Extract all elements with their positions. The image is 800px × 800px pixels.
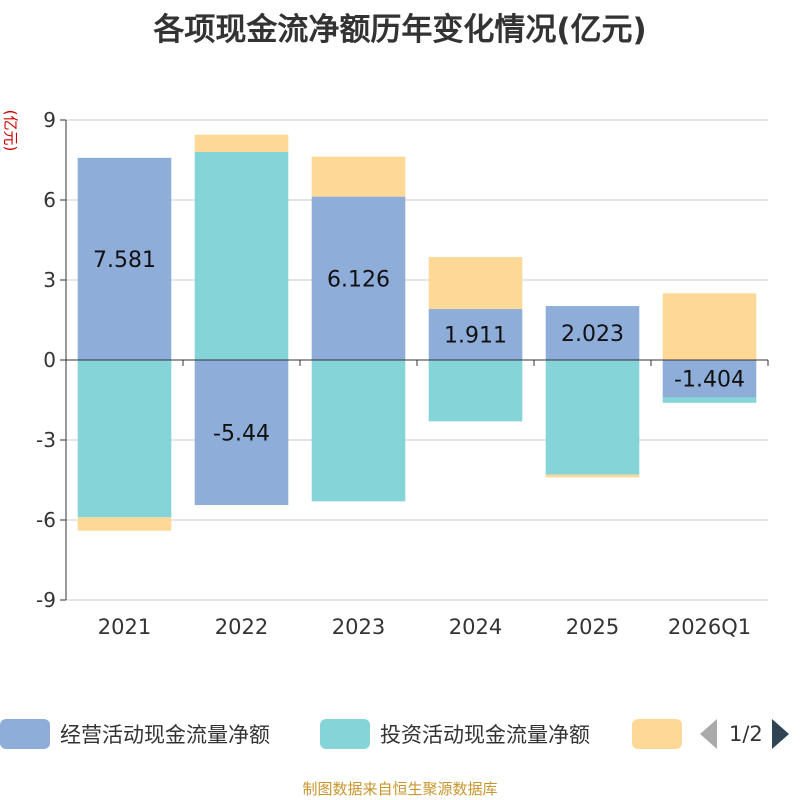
y-tick-label: 3: [43, 268, 56, 292]
y-tick-label: -3: [36, 428, 56, 452]
y-tick-label: 9: [43, 108, 56, 132]
data-label: 1.911: [444, 324, 507, 349]
x-category-label: 2025: [566, 615, 619, 639]
legend-item-investing[interactable]: 投资活动现金流量净额: [320, 716, 590, 752]
x-category-label: 2024: [449, 615, 502, 639]
bar-series2-2023: [311, 156, 406, 197]
x-category-label: 2026Q1: [668, 615, 751, 639]
legend-prev-page-icon[interactable]: [700, 719, 717, 749]
legend-swatch-financing: [632, 719, 682, 749]
legend: 经营活动现金流量净额 投资活动现金流量净额 1/2: [0, 716, 800, 756]
y-tick-label: 0: [43, 348, 56, 372]
y-tick-label: -6: [36, 508, 56, 532]
bar-series0-2023: [311, 196, 406, 360]
bar-series2-2022: [194, 134, 289, 152]
legend-item-financing[interactable]: [632, 716, 682, 752]
legend-swatch-operating: [0, 719, 50, 749]
legend-swatch-investing: [320, 719, 370, 749]
bar-series1-2022: [194, 152, 289, 360]
bar-series0-2025: [545, 306, 640, 360]
data-label: 6.126: [327, 267, 390, 292]
data-source-note: 制图数据来自恒生聚源数据库: [302, 780, 498, 798]
bar-series1-2024: [428, 360, 523, 422]
legend-page-indicator: 1/2: [729, 722, 763, 746]
data-label: 7.581: [93, 248, 156, 273]
bar-series0-2024: [428, 309, 523, 360]
bar-series2-2021: [77, 517, 172, 531]
x-category-label: 2023: [332, 615, 385, 639]
y-tick-label: -9: [36, 588, 56, 612]
data-label: -5.44: [213, 422, 270, 447]
bar-series2-2026Q1: [662, 293, 757, 360]
bar-series1-2021: [77, 360, 172, 518]
x-category-label: 2022: [215, 615, 268, 639]
legend-label-investing: 投资活动现金流量净额: [380, 723, 590, 747]
bar-series0-2026Q1: [662, 360, 757, 398]
legend-item-operating[interactable]: 经营活动现金流量净额: [0, 716, 270, 752]
data-label: 2.023: [561, 322, 624, 347]
bar-series1-2025: [545, 360, 640, 475]
data-label: -1.404: [674, 368, 745, 393]
bar-series1-2023: [311, 360, 406, 502]
bar-series2-2025: [545, 474, 640, 478]
y-tick-label: 6: [43, 188, 56, 212]
bar-series1-2026Q1: [662, 397, 757, 403]
bar-series0-2021: [77, 157, 172, 360]
bar-series2-2024: [428, 257, 523, 310]
bar-series0-2022: [194, 360, 289, 506]
chart-title: 各项现金流净额历年变化情况(亿元): [153, 12, 647, 48]
chart-area: -9 -6 -3 0 3 6 9 2021 2022 2023 2024 2025 2026Q1 7.58…: [36, 108, 769, 639]
x-category-label: 2021: [98, 615, 151, 639]
legend-label-operating: 经营活动现金流量净额: [60, 723, 270, 747]
legend-pager: 1/2: [700, 716, 789, 752]
legend-next-page-icon[interactable]: [771, 719, 789, 749]
